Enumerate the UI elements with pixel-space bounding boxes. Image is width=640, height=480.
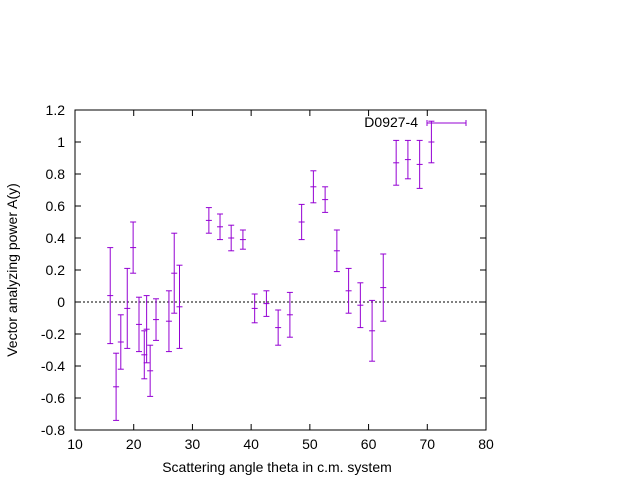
data-point xyxy=(286,291,293,338)
data-point xyxy=(380,253,387,322)
x-tick-label: 60 xyxy=(361,436,377,452)
data-point xyxy=(357,282,364,329)
data-point xyxy=(404,139,411,180)
x-axis-label: Scattering angle theta in c.m. system xyxy=(162,459,392,475)
x-tick-label: 70 xyxy=(419,436,435,452)
data-point xyxy=(369,299,376,362)
data-point xyxy=(333,229,340,273)
legend: D0927-4 xyxy=(364,114,467,130)
y-tick-label: 0.6 xyxy=(46,198,66,214)
legend-label: D0927-4 xyxy=(364,114,418,130)
data-point xyxy=(113,352,120,421)
data-point xyxy=(176,264,183,349)
x-tick-label: 30 xyxy=(185,436,201,452)
y-tick-label: -0.2 xyxy=(41,326,65,342)
data-point xyxy=(310,170,317,204)
plot-frame xyxy=(74,109,487,431)
data-point xyxy=(165,290,172,353)
data-point xyxy=(153,298,160,341)
x-tick-label: 80 xyxy=(478,436,494,452)
y-tick-label: 1 xyxy=(57,134,65,150)
data-points xyxy=(107,120,435,421)
data-point xyxy=(143,295,150,364)
y-tick-label: 0.4 xyxy=(46,230,66,246)
data-point xyxy=(345,267,352,314)
data-point xyxy=(416,139,423,189)
data-point xyxy=(393,139,400,186)
y-tick-label: -0.8 xyxy=(41,422,65,438)
data-point xyxy=(239,229,246,250)
data-point xyxy=(251,293,258,324)
data-point xyxy=(117,314,124,370)
y-axis-label: Vector analyzing power A(y) xyxy=(4,183,20,357)
data-point xyxy=(205,207,212,234)
data-point xyxy=(171,232,178,314)
data-point xyxy=(275,309,282,346)
axis-ticks: 10 20 30 40 50 60 70 80 -0.8 -0.6 -0.4 -0.2 0 0.2 0.4 0… xyxy=(41,102,494,452)
y-tick-label: -0.6 xyxy=(41,390,65,406)
y-tick-label: 0.8 xyxy=(46,166,66,182)
data-point xyxy=(130,221,137,274)
y-tick-label: 0 xyxy=(57,294,65,310)
data-point xyxy=(263,290,270,317)
data-point xyxy=(124,267,131,349)
data-point xyxy=(135,296,142,353)
data-point xyxy=(217,213,224,241)
y-tick-label: -0.4 xyxy=(41,358,65,374)
data-point xyxy=(107,247,114,345)
x-tick-label: 10 xyxy=(67,436,83,452)
data-point xyxy=(147,344,154,397)
x-tick-label: 50 xyxy=(302,436,318,452)
x-tick-label: 20 xyxy=(126,436,142,452)
x-tick-label: 40 xyxy=(243,436,259,452)
y-tick-label: 1.2 xyxy=(46,102,66,118)
data-point xyxy=(322,186,329,213)
y-tick-label: 0.2 xyxy=(46,262,66,278)
data-point xyxy=(428,120,435,164)
data-point xyxy=(298,203,305,241)
data-point xyxy=(228,224,235,252)
